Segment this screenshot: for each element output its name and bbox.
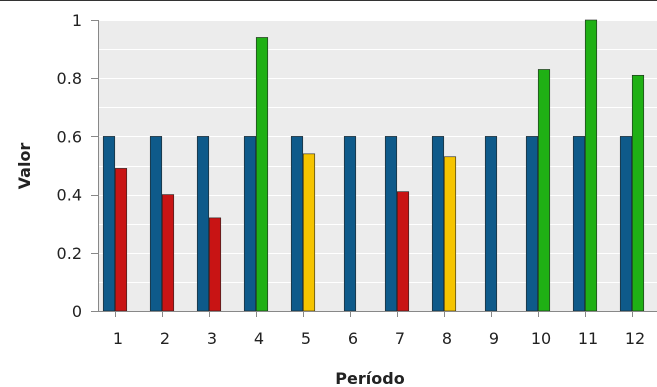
plot-area [98, 20, 657, 311]
bar-8-baseline [431, 136, 445, 312]
bar-8-yellow [443, 156, 457, 312]
bar-2-red [161, 194, 175, 312]
bar-9-baseline [484, 136, 498, 312]
y-tick-labels: 0 0.2 0.4 0.6 0.8 1 [57, 11, 98, 321]
bar-10-baseline [525, 136, 539, 312]
y-tick-label: 0.8 [57, 69, 82, 88]
bar-10-green [537, 69, 551, 312]
bar-1-baseline [102, 136, 116, 312]
x-tick-label: 12 [625, 329, 645, 348]
y-tick-label: 0 [72, 302, 82, 321]
x-tick-labels: 1 2 3 4 5 6 7 8 9 10 11 12 [113, 311, 645, 348]
x-tick-label: 6 [348, 329, 358, 348]
bar-2-baseline [149, 136, 163, 312]
y-tick-label: 0.6 [57, 127, 82, 146]
x-tick-label: 3 [207, 329, 217, 348]
bar-11-baseline [572, 136, 586, 312]
x-tick-label: 11 [578, 329, 598, 348]
bar-7-red [396, 191, 410, 312]
x-tick-label: 4 [254, 329, 264, 348]
bar-12-baseline [619, 136, 633, 312]
x-tick-label: 2 [160, 329, 170, 348]
x-tick-label: 9 [489, 329, 499, 348]
x-tick-label: 7 [395, 329, 405, 348]
x-axis-title: Período [335, 369, 404, 387]
bar-3-red [208, 217, 222, 312]
x-tick-label: 5 [301, 329, 311, 348]
x-tick-label: 8 [442, 329, 452, 348]
plot-background [98, 20, 657, 311]
x-tick-label: 1 [113, 329, 123, 348]
bar-7-baseline [384, 136, 398, 312]
bar-3-baseline [196, 136, 210, 312]
bar-4-green [255, 37, 269, 312]
bar-1-red [114, 168, 128, 312]
bar-6-baseline [343, 136, 357, 312]
y-tick-label: 0.2 [57, 244, 82, 263]
x-tick-label: 10 [531, 329, 551, 348]
bar-11-green [584, 19, 598, 312]
gridlines [98, 20, 657, 312]
y-axis-title: Valor [15, 143, 34, 190]
bar-5-yellow [302, 153, 316, 312]
bar-5-baseline [290, 136, 304, 312]
bars [102, 19, 645, 312]
y-tick-label: 1 [72, 11, 82, 30]
axes [0, 0, 657, 312]
y-tick-label: 0.4 [57, 186, 82, 205]
bar-4-baseline [243, 136, 257, 312]
bar-12-green [631, 74, 645, 312]
